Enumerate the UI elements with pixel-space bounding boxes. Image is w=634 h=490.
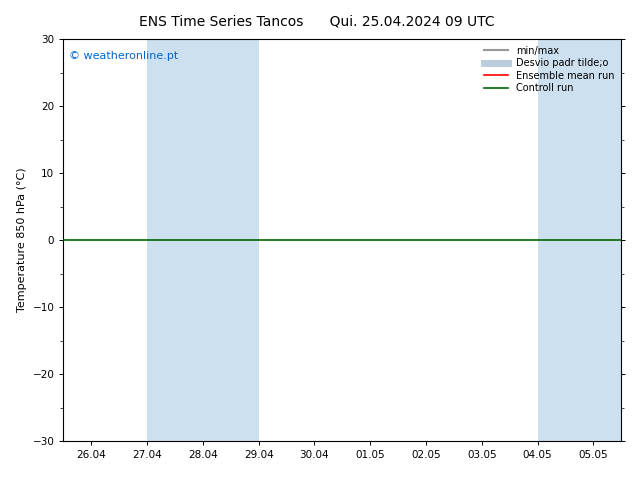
Text: ENS Time Series Tancos      Qui. 25.04.2024 09 UTC: ENS Time Series Tancos Qui. 25.04.2024 0… (139, 15, 495, 29)
Y-axis label: Temperature 850 hPa (°C): Temperature 850 hPa (°C) (17, 168, 27, 313)
Legend: min/max, Desvio padr tilde;o, Ensemble mean run, Controll run: min/max, Desvio padr tilde;o, Ensemble m… (482, 44, 616, 95)
Bar (538, 39, 634, 441)
Bar (147, 39, 259, 441)
Text: © weatheronline.pt: © weatheronline.pt (69, 51, 178, 61)
